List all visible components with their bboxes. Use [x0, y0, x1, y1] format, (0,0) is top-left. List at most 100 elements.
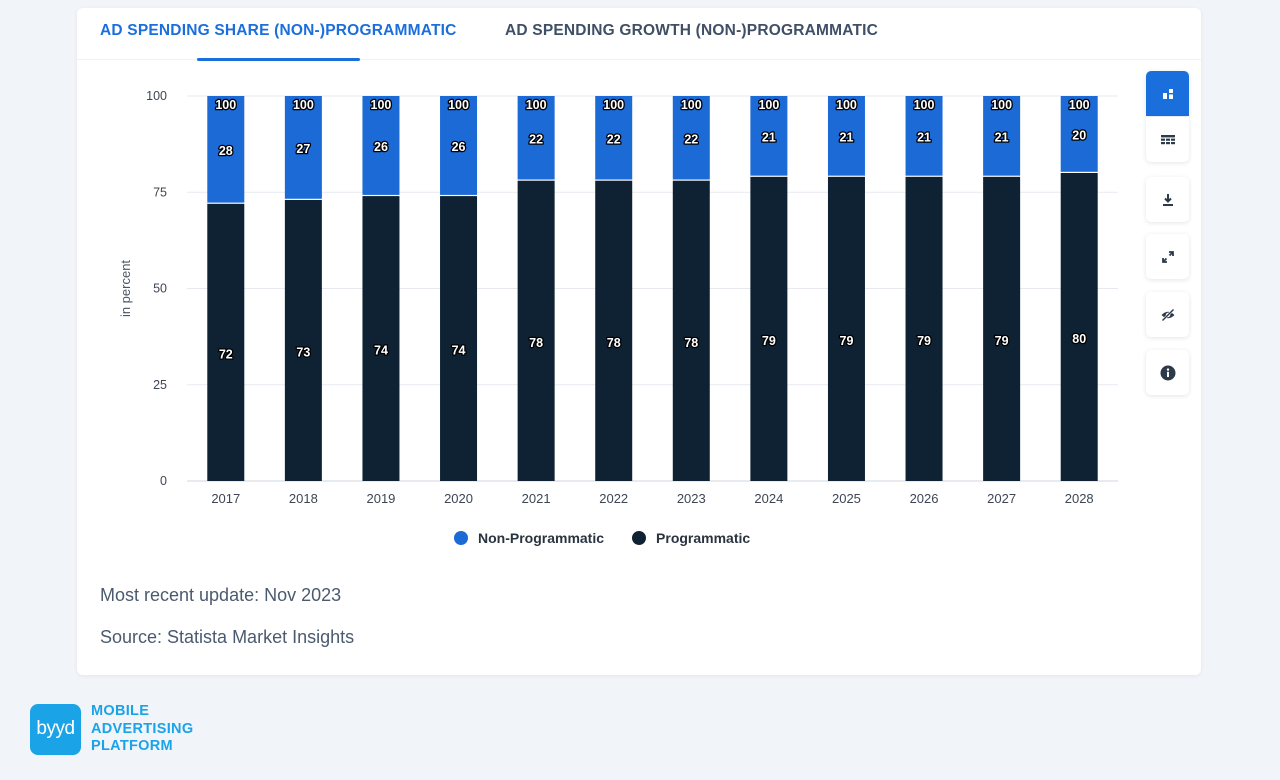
- tab-ad-spending-share[interactable]: AD SPENDING SHARE (NON-)PROGRAMMATIC: [100, 22, 457, 39]
- chart-legend: Non-Programmatic Programmatic: [454, 528, 778, 548]
- y-axis-title: in percent: [118, 260, 133, 317]
- data-label-total-2023: 100: [681, 98, 702, 112]
- data-label-non-programmatic-2026: 21: [917, 130, 931, 144]
- bar-programmatic-2026: [905, 176, 943, 481]
- bar-programmatic-2028: [1060, 173, 1098, 481]
- brand-line-1: MOBILE: [91, 703, 150, 719]
- data-label-programmatic-2022: 78: [607, 336, 621, 350]
- bar-non-programmatic-2025: [827, 96, 865, 176]
- bar-non-programmatic-2017: [207, 96, 245, 203]
- data-label-programmatic-2021: 78: [529, 336, 543, 350]
- bar-programmatic-2025: [827, 176, 865, 481]
- y-tick-label-25: 25: [153, 378, 167, 392]
- bar-non-programmatic-2018: [284, 96, 322, 199]
- legend-item-non-programmatic[interactable]: Non-Programmatic: [454, 530, 604, 546]
- y-tick-label-75: 75: [153, 185, 167, 199]
- x-tick-label-2020: 2020: [444, 491, 473, 506]
- data-label-programmatic-2017: 72: [219, 347, 233, 361]
- stacked-bar-chart: 0 25 50 75 100 in percent 72 28 100 2017 73 27 100 20…: [118, 89, 1118, 506]
- bar-non-programmatic-2020: [440, 96, 478, 195]
- brand-line-2: ADVERTISING: [91, 720, 194, 737]
- bar-programmatic-2023: [672, 180, 710, 481]
- info-icon: [1160, 365, 1175, 380]
- data-label-total-2018: 100: [293, 98, 314, 112]
- data-label-total-2017: 100: [215, 98, 236, 112]
- bar-programmatic-2017: [207, 203, 245, 482]
- data-label-non-programmatic-2028: 20: [1072, 129, 1086, 143]
- bar-programmatic-2024: [750, 176, 788, 481]
- info-button[interactable]: [1146, 350, 1189, 395]
- data-label-total-2027: 100: [991, 98, 1012, 112]
- data-label-programmatic-2019: 74: [374, 344, 388, 358]
- brand-badge: byyd: [30, 703, 81, 755]
- data-label-total-2024: 100: [758, 98, 779, 112]
- data-label-programmatic-2025: 79: [840, 334, 854, 348]
- bar-chart-icon: [1162, 88, 1173, 99]
- bar-non-programmatic-2028: [1060, 96, 1098, 172]
- data-label-non-programmatic-2018: 27: [296, 142, 310, 156]
- data-label-non-programmatic-2017: 28: [219, 144, 233, 158]
- bar-non-programmatic-2019: [362, 96, 400, 195]
- data-label-non-programmatic-2019: 26: [374, 140, 388, 154]
- data-label-programmatic-2028: 80: [1072, 332, 1086, 346]
- hide-button[interactable]: [1146, 292, 1189, 337]
- data-label-programmatic-2024: 79: [762, 334, 776, 348]
- data-label-non-programmatic-2027: 21: [995, 130, 1009, 144]
- data-label-total-2025: 100: [836, 98, 857, 112]
- fullscreen-button[interactable]: [1146, 234, 1189, 279]
- chart-card: AD SPENDING SHARE (NON-)PROGRAMMATIC AD …: [77, 8, 1201, 675]
- source-note: Source: Statista Market Insights: [100, 627, 355, 647]
- bar-programmatic-2020: [440, 196, 478, 481]
- x-tick-label-2027: 2027: [987, 491, 1016, 506]
- legend-dot-programmatic: [632, 531, 647, 545]
- bar-programmatic-2022: [595, 180, 633, 481]
- brand-text: MOBILE ADVERTISING PLATFORM: [91, 703, 193, 756]
- bar-programmatic-2021: [517, 180, 555, 481]
- tab-ad-spending-growth[interactable]: AD SPENDING GROWTH (NON-)PROGRAMMATIC: [505, 22, 879, 39]
- legend-item-programmatic[interactable]: Programmatic: [632, 530, 750, 546]
- data-label-programmatic-2026: 79: [917, 334, 931, 348]
- data-label-total-2026: 100: [914, 98, 935, 112]
- legend-label-programmatic: Programmatic: [656, 530, 751, 546]
- x-tick-label-2026: 2026: [910, 491, 939, 506]
- x-tick-label-2017: 2017: [211, 491, 240, 506]
- data-label-programmatic-2023: 78: [684, 336, 698, 350]
- y-tick-label-100: 100: [146, 89, 167, 103]
- y-tick-label-50: 50: [153, 282, 167, 296]
- legend-label-non-programmatic: Non-Programmatic: [478, 530, 605, 546]
- bar-programmatic-2018: [284, 199, 322, 481]
- data-label-non-programmatic-2024: 21: [762, 130, 776, 144]
- bar-non-programmatic-2024: [750, 96, 788, 176]
- active-tab-indicator: [197, 58, 360, 61]
- bar-non-programmatic-2027: [983, 96, 1021, 176]
- y-tick-label-0: 0: [160, 474, 167, 488]
- x-tick-label-2023: 2023: [677, 491, 706, 506]
- data-label-total-2021: 100: [526, 98, 547, 112]
- data-label-non-programmatic-2022: 22: [607, 132, 621, 146]
- bar-non-programmatic-2022: [595, 96, 633, 180]
- download-icon: [1162, 193, 1173, 206]
- data-label-non-programmatic-2025: 21: [840, 130, 854, 144]
- bar-non-programmatic-2026: [905, 96, 943, 176]
- data-label-programmatic-2027: 79: [995, 334, 1009, 348]
- data-label-programmatic-2018: 73: [296, 345, 310, 359]
- x-tick-label-2021: 2021: [522, 491, 551, 506]
- expand-icon: [1161, 250, 1174, 263]
- legend-dot-non-programmatic: [454, 531, 468, 545]
- bar-non-programmatic-2023: [672, 96, 710, 180]
- x-tick-label-2022: 2022: [599, 491, 628, 506]
- brand-logo: byyd MOBILE ADVERTISING PLATFORM: [30, 703, 193, 756]
- bar-non-programmatic-2021: [517, 96, 555, 180]
- x-tick-label-2028: 2028: [1065, 491, 1094, 506]
- data-label-total-2022: 100: [603, 98, 624, 112]
- table-view-button[interactable]: [1146, 117, 1189, 162]
- most-recent-update: Most recent update: Nov 2023: [100, 585, 342, 605]
- brand-line-3: PLATFORM: [91, 738, 173, 754]
- chart-view-button[interactable]: [1146, 71, 1189, 116]
- download-button[interactable]: [1146, 177, 1189, 222]
- x-tick-label-2019: 2019: [366, 491, 395, 506]
- data-label-non-programmatic-2021: 22: [529, 132, 543, 146]
- x-tick-label-2025: 2025: [832, 491, 861, 506]
- bar-programmatic-2019: [362, 196, 400, 481]
- hide-icon: [1161, 308, 1174, 321]
